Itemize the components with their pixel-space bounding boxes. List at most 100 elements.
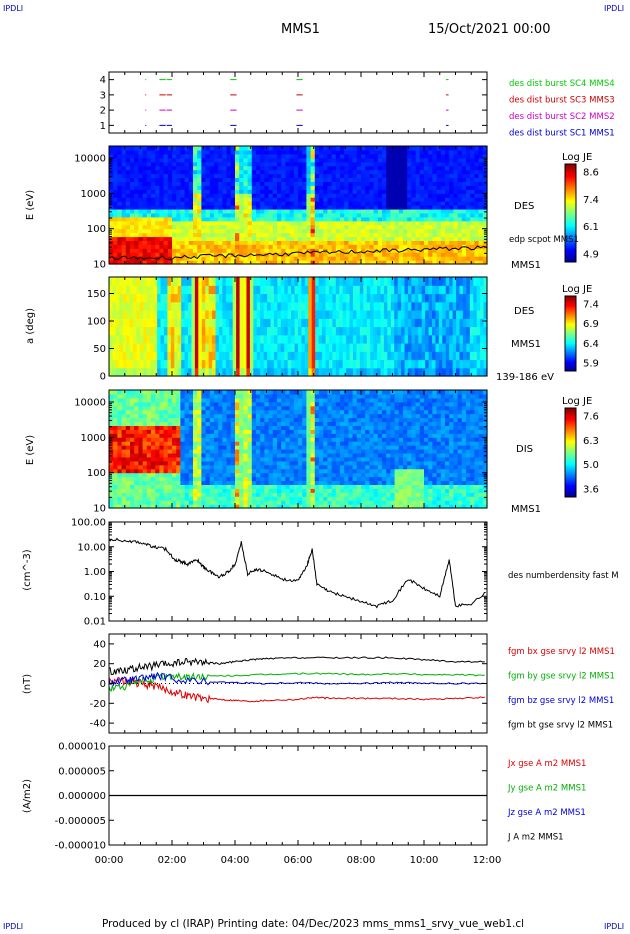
des-energy-cell [331,173,337,179]
des-energy-cell [352,165,358,171]
des-energy-cell [407,177,412,182]
dis-energy-cell [180,476,186,482]
des-energy-cell [163,228,169,234]
des-pitch-cell [373,367,378,377]
des-energy-cell [340,157,345,163]
des-pitch-cell [133,326,138,336]
des-pitch-cell [311,359,316,369]
des-energy-cell [394,232,400,238]
des-energy-cell [109,256,114,261]
des-energy-cell [197,232,202,238]
des-energy-cell [256,173,261,179]
dis-energy-cell [138,425,144,430]
des-energy-cell [235,193,240,198]
dis-energy-cell [201,476,207,482]
des-energy-cell [419,244,425,249]
des-energy-cell [432,193,438,198]
des-energy-cell [159,256,165,261]
des-energy-cell [163,146,169,151]
des-pitch-cell [380,334,385,344]
des-energy-cell [386,240,391,245]
des-energy-cell [281,146,286,151]
dis-energy-cell [125,429,131,434]
des-energy-cell [214,248,219,253]
dis-energy-cell [218,437,223,442]
dis-energy-cell [117,425,123,430]
dis-energy-cell [193,496,198,501]
des-energy-cell [256,189,261,194]
des-pitch-cell [157,293,162,303]
des-pitch-cell [308,351,313,361]
dis-energy-cell [151,441,156,446]
des-pitch-cell [153,343,158,352]
des-energy-cell [298,177,303,182]
des-energy-cell [285,208,291,214]
dis-energy-cell [188,496,194,501]
des-pitch-cell [208,310,213,319]
dis-energy-cell [163,397,169,403]
des-energy-cell [205,212,211,218]
des-energy-cell [243,189,249,194]
des-energy-cell [394,224,400,230]
des-energy-cell [398,220,404,226]
des-energy-cell [411,212,417,218]
des-energy-cell [461,185,467,190]
des-pitch-cell [243,277,248,286]
des-pitch-cell [232,343,237,352]
des-energy-cell [268,220,274,226]
des-energy-cell [142,252,148,257]
des-pitch-cell [442,334,447,344]
dis-energy-cell [188,484,194,489]
des-energy-cell [117,193,123,198]
des-pitch-cell [325,343,330,352]
des-energy-cell [159,232,165,238]
dis-energy-cell [159,409,165,415]
des-pitch-cell [325,277,330,286]
des-pitch-cell [380,351,385,361]
dis-energy-cell [230,409,236,415]
dis-energy-cell [193,500,198,505]
des-energy-cell [251,169,257,175]
dis-energy-cell [239,492,244,497]
des-energy-cell [281,157,286,163]
des-energy-cell [134,252,139,257]
des-pitch-cell [356,343,361,352]
des-energy-cell [197,197,202,202]
des-energy-cell [247,256,253,261]
dis-energy-cell [113,425,118,430]
des-energy-cell [184,185,190,190]
des-energy-cell [251,173,257,179]
des-pitch-cell [432,318,437,328]
des-energy-cell [121,224,127,230]
dis-energy-cell [218,452,223,458]
des-pitch-cell [325,301,330,311]
des-pitch-cell [150,343,155,352]
des-energy-cell [466,161,471,167]
des-energy-cell [222,248,228,253]
des-energy-cell [436,252,442,257]
dis-energy-cell [243,488,249,493]
des-energy-cell [327,228,333,234]
des-energy-cell [403,201,408,206]
des-pitch-cell [184,359,189,369]
des-pitch-cell [109,351,114,361]
des-energy-cell [142,169,148,175]
des-pitch-cell [280,318,285,328]
des-energy-cell [327,153,333,159]
des-energy-cell [361,256,366,261]
des-energy-cell [214,260,219,265]
des-energy-cell [373,146,379,151]
des-energy-cell [394,244,400,249]
des-energy-cell [382,157,387,163]
des-energy-cell [272,161,278,167]
des-energy-cell [449,161,454,167]
des-energy-cell [272,146,278,151]
des-energy-cell [188,169,194,175]
des-energy-cell [289,197,295,202]
des-energy-cell [109,173,114,179]
des-energy-cell [466,169,471,175]
des-energy-cell [302,240,307,245]
des-pitch-cell [404,277,409,286]
des-energy-cell [109,260,114,265]
des-energy-cell [281,181,286,186]
